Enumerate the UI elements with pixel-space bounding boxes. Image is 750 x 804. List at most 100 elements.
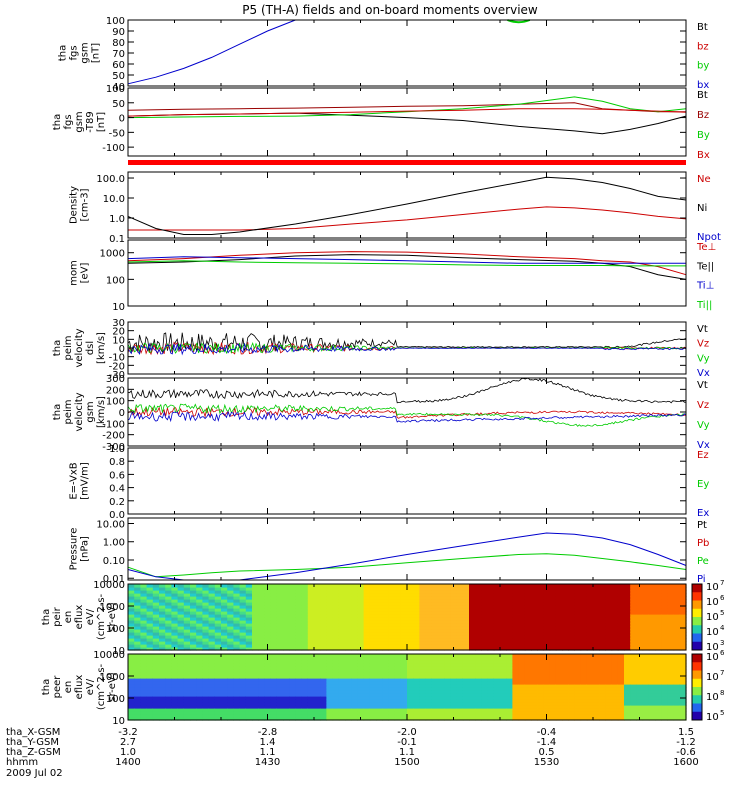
heatmap-cell bbox=[630, 590, 637, 594]
heatmap-cell bbox=[580, 669, 588, 673]
heatmap-cell bbox=[245, 669, 253, 673]
heatmap-cell bbox=[487, 678, 495, 682]
heatmap-cell bbox=[276, 620, 284, 624]
heatmap-cell bbox=[506, 626, 513, 630]
heatmap-cell bbox=[134, 672, 141, 676]
heatmap-cell bbox=[531, 675, 538, 679]
heatmap-cell bbox=[586, 626, 594, 630]
heatmap-cell bbox=[196, 660, 203, 664]
heatmap-cell bbox=[524, 596, 532, 600]
heatmap-cell bbox=[611, 641, 619, 645]
heatmap-cell bbox=[605, 599, 613, 603]
heatmap-cell bbox=[177, 687, 185, 691]
heatmap-cell bbox=[636, 638, 644, 642]
heatmap-cell bbox=[227, 635, 234, 639]
heatmap-cell bbox=[190, 696, 197, 700]
heatmap-cell bbox=[667, 675, 675, 679]
heatmap-cell bbox=[338, 675, 346, 679]
heatmap-cell bbox=[562, 587, 569, 591]
heatmap-cell bbox=[568, 687, 575, 691]
heatmap-cell bbox=[543, 660, 551, 664]
heatmap-cell bbox=[599, 705, 606, 709]
heatmap-cell bbox=[555, 687, 563, 691]
heatmap-cell bbox=[208, 675, 216, 679]
heatmap-cell bbox=[134, 690, 141, 694]
heatmap-cell bbox=[524, 584, 532, 588]
heatmap-cell bbox=[673, 617, 681, 621]
heatmap-cell bbox=[531, 638, 538, 642]
heatmap-cell bbox=[239, 638, 247, 642]
heatmap-cell bbox=[264, 693, 272, 697]
heatmap-cell bbox=[382, 675, 389, 679]
heatmap-cell bbox=[524, 696, 532, 700]
heatmap-cell bbox=[140, 705, 148, 709]
heatmap-cell bbox=[487, 714, 495, 718]
heatmap-cell bbox=[332, 608, 340, 612]
heatmap-cell bbox=[679, 708, 687, 712]
heatmap-cell bbox=[444, 687, 451, 691]
heatmap-cell bbox=[152, 696, 160, 700]
heatmap-cell bbox=[586, 717, 594, 721]
heatmap-cell bbox=[568, 614, 575, 618]
heatmap-cell bbox=[661, 608, 668, 612]
heatmap-cell bbox=[555, 660, 563, 664]
heatmap-cell bbox=[295, 617, 303, 621]
heatmap-cell bbox=[202, 602, 210, 606]
heatmap-cell bbox=[214, 660, 222, 664]
heatmap-cell bbox=[605, 596, 613, 600]
heatmap-cell bbox=[673, 675, 681, 679]
heatmap-cell bbox=[208, 690, 216, 694]
heatmap-cell bbox=[363, 617, 371, 621]
heatmap-cell bbox=[524, 717, 532, 721]
heatmap-cell bbox=[431, 663, 439, 667]
heatmap-cell bbox=[196, 711, 203, 715]
heatmap-cell bbox=[456, 708, 464, 712]
heatmap-cell bbox=[555, 690, 563, 694]
heatmap-cell bbox=[171, 666, 179, 670]
heatmap-cell bbox=[673, 590, 681, 594]
heatmap-cell bbox=[475, 678, 482, 682]
heatmap-cell bbox=[338, 684, 346, 688]
heatmap-cell bbox=[338, 626, 346, 630]
heatmap-cell bbox=[264, 660, 272, 664]
heatmap-cell bbox=[388, 702, 396, 706]
heatmap-cell bbox=[419, 666, 427, 670]
heatmap-cell bbox=[307, 693, 315, 697]
heatmap-cell bbox=[506, 614, 513, 618]
heatmap-cell bbox=[413, 638, 420, 642]
y-tick-label: 100 bbox=[106, 275, 125, 286]
heatmap-cell bbox=[586, 711, 594, 715]
heatmap-cell bbox=[270, 678, 278, 682]
heatmap-cell bbox=[332, 593, 340, 597]
heatmap-cell bbox=[562, 690, 569, 694]
heatmap-cell bbox=[431, 678, 439, 682]
heatmap-cell bbox=[190, 617, 197, 621]
heatmap-cell bbox=[245, 687, 253, 691]
heatmap-cell bbox=[190, 629, 197, 633]
heatmap-cell bbox=[481, 690, 489, 694]
heatmap-cell bbox=[444, 702, 451, 706]
heatmap-cell bbox=[611, 614, 619, 618]
heatmap-cell bbox=[624, 632, 631, 636]
heatmap-cell bbox=[159, 678, 166, 682]
heatmap-cell bbox=[134, 587, 141, 591]
heatmap-cell bbox=[431, 590, 439, 594]
heatmap-cell bbox=[413, 672, 420, 676]
heatmap-cell bbox=[233, 614, 241, 618]
heatmap-cell bbox=[419, 708, 427, 712]
heatmap-cell bbox=[636, 590, 644, 594]
heatmap-cell bbox=[196, 584, 203, 588]
xaxis-row-name: tha_Z-GSM bbox=[6, 747, 61, 758]
heatmap-cell bbox=[611, 663, 619, 667]
heatmap-cell bbox=[475, 584, 482, 588]
heatmap-cell bbox=[605, 623, 613, 627]
heatmap-cell bbox=[258, 593, 265, 597]
heatmap-cell bbox=[363, 687, 371, 691]
heatmap-cell bbox=[617, 587, 625, 591]
heatmap-cell bbox=[369, 693, 377, 697]
heatmap-cell bbox=[134, 684, 141, 688]
heatmap-cell bbox=[661, 690, 668, 694]
heatmap-cell bbox=[599, 632, 606, 636]
heatmap-cell bbox=[258, 678, 265, 682]
heatmap-cell bbox=[221, 654, 228, 658]
